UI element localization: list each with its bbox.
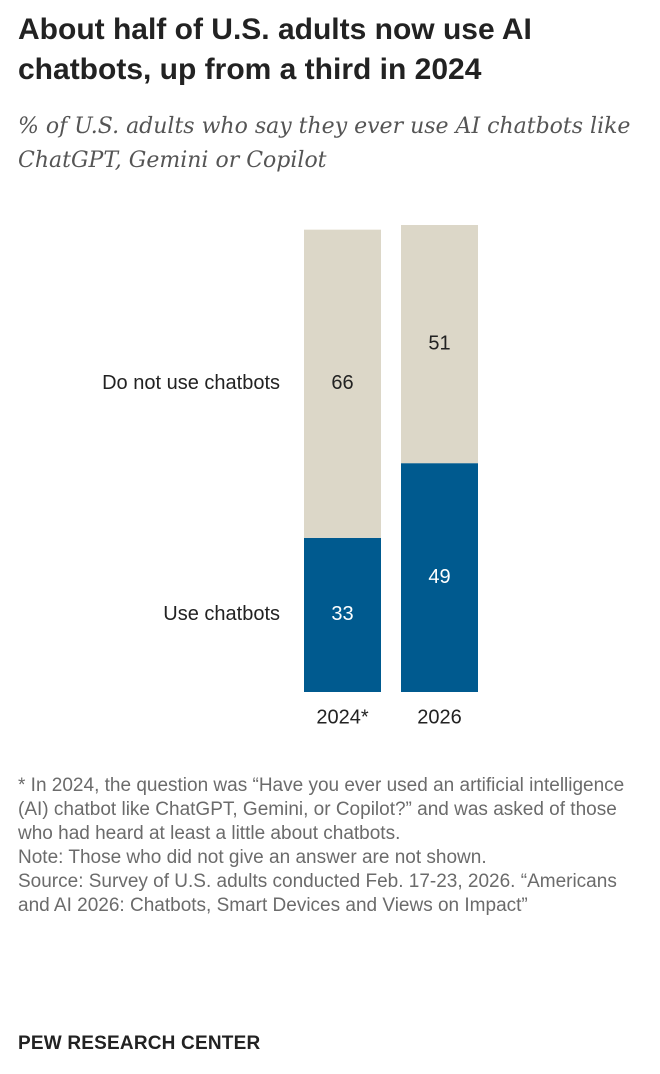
bar-use-0 [304,537,381,692]
bar-not-use-0 [304,229,381,538]
note: Note: Those who did not give an answer a… [18,847,487,868]
chart-notes: * In 2024, the question was “Have you ev… [18,774,643,918]
data-label: 51 [428,332,450,354]
x-tick-label: 2026 [417,706,462,728]
footnote: * In 2024, the question was “Have you ev… [18,775,625,844]
data-label: 66 [331,372,353,394]
data-label: 49 [428,566,450,588]
stacked-bar-chart: 33 66 2024* Use chatbots Do not use chatbots… [102,225,478,728]
bar-use-1 [401,463,478,692]
x-tick-label: 2024* [316,706,368,728]
series-label: Use chatbots [163,603,280,625]
brand-name: PEW RESEARCH CENTER [18,1033,261,1054]
data-label: 33 [331,603,353,625]
chart-subtitle: % of U.S. adults who say they ever use A… [18,114,631,173]
chart-title: About half of U.S. adults now use AI cha… [18,13,532,86]
series-label: Do not use chatbots [102,372,280,394]
bar-not-use-1 [401,225,478,464]
source: Source: Survey of U.S. adults conducted … [18,871,617,916]
